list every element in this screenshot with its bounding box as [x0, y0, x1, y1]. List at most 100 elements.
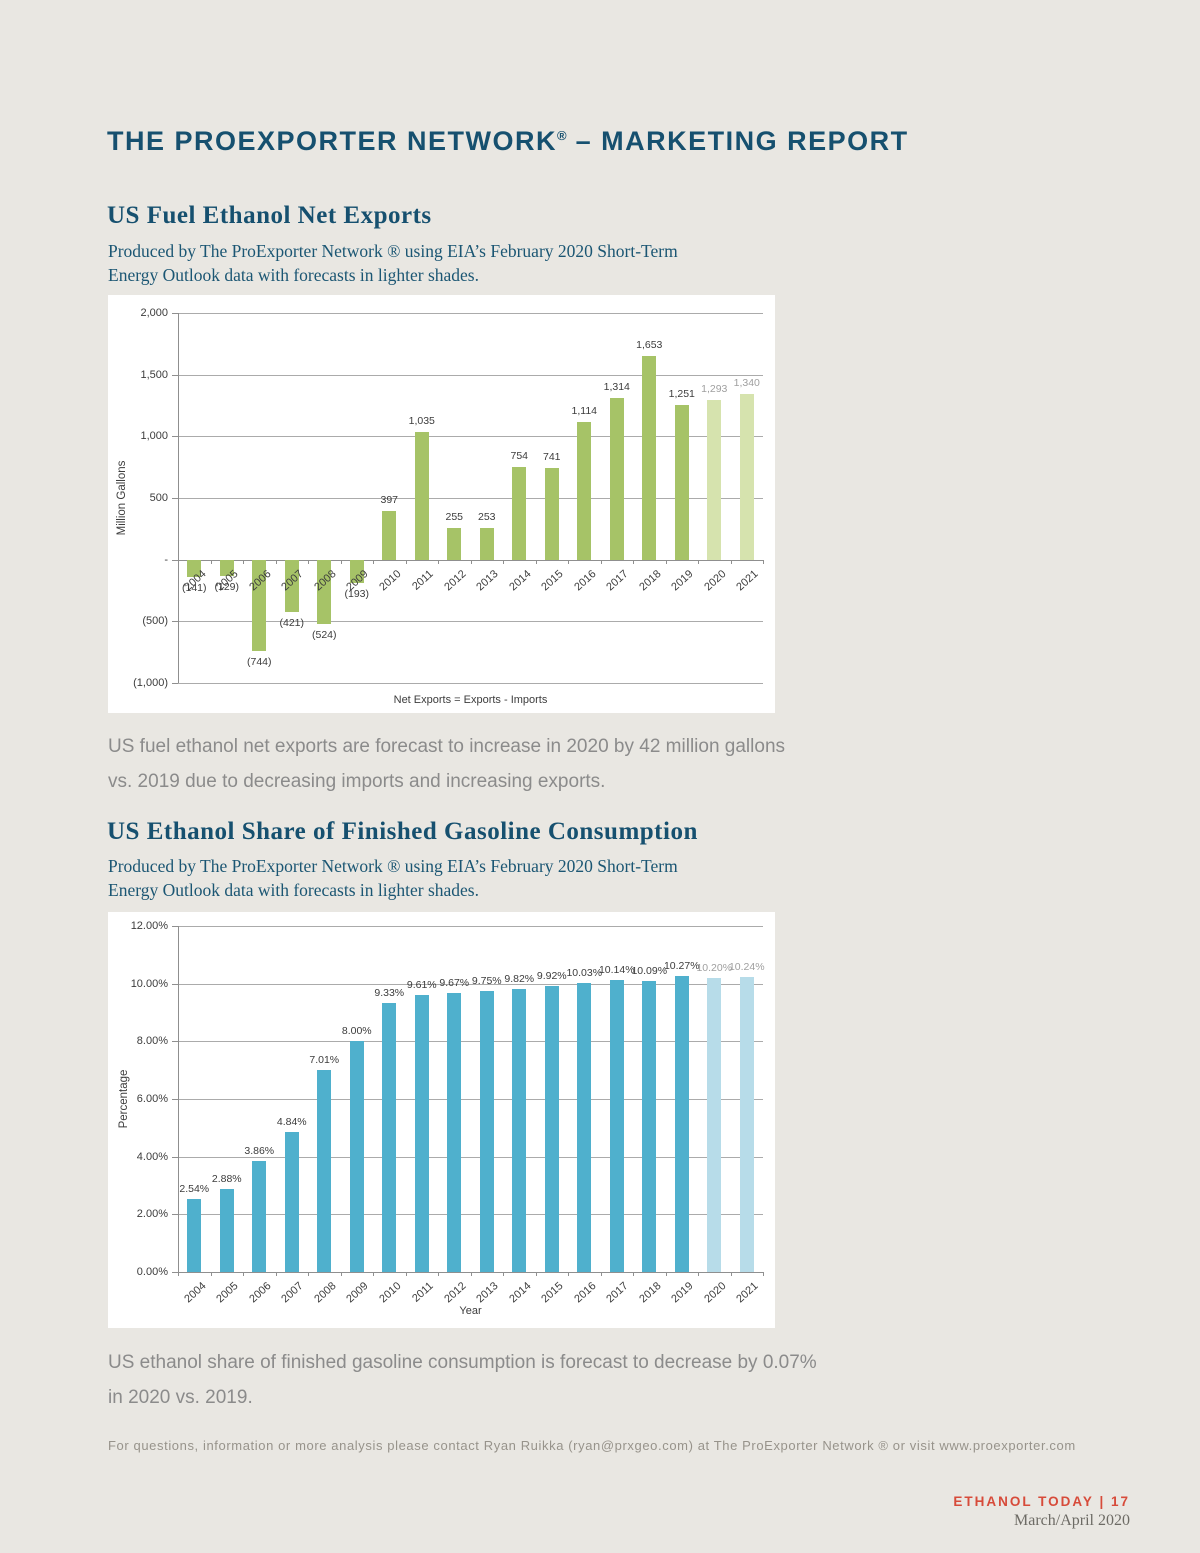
- bar-value-label: (193): [344, 588, 369, 601]
- x-tick-label: 2018: [637, 1280, 664, 1306]
- y-axis-line: [178, 313, 179, 683]
- bar-value-label: 1,314: [603, 380, 630, 393]
- bar-value-label: 2.88%: [211, 1172, 242, 1185]
- bar: [414, 994, 429, 1272]
- x-axis-tick: [340, 1272, 342, 1276]
- y-axis-tick: [172, 1214, 178, 1216]
- x-tick-label: 2006: [247, 1280, 274, 1306]
- bar: [609, 979, 624, 1272]
- bar-value-label: 741: [542, 451, 561, 464]
- x-tick-label: 2013: [474, 567, 501, 593]
- grid-line: [178, 1099, 763, 1100]
- y-tick-label: 0.00%: [136, 1266, 168, 1278]
- y-tick-label: 500: [149, 492, 168, 504]
- bar: [349, 1041, 364, 1272]
- section2-commentary-line1: US ethanol share of finished gasoline co…: [108, 1352, 817, 1373]
- net-exports-chart: 2,000 1,500 1,000 500- (500) (1,000) (141) 2004…: [108, 295, 775, 713]
- x-tick-label: 2015: [539, 567, 566, 593]
- bar: [219, 559, 234, 576]
- x-axis-tick: [503, 1272, 504, 1276]
- grid-line: [178, 683, 763, 684]
- x-tick-label: 2010: [377, 1280, 404, 1306]
- bar: [479, 990, 494, 1272]
- section2-commentary: US ethanol share of finished gasoline co…: [108, 1345, 817, 1415]
- bar-value-label: 1,114: [571, 405, 598, 418]
- bar-value-label: 1,251: [668, 388, 695, 401]
- y-axis-tick: [172, 374, 178, 376]
- y-axis-tick: [172, 1099, 178, 1100]
- bar: [284, 1132, 299, 1272]
- bar-value-label: 10.14%: [598, 963, 635, 976]
- y-axis-tick: [172, 983, 178, 985]
- section1-subtitle-line2: Energy Outlook data with forecasts in li…: [108, 265, 479, 285]
- bar-value-label: 8.00%: [341, 1025, 372, 1038]
- section2-subtitle-line2: Energy Outlook data with forecasts in li…: [108, 880, 479, 900]
- bar-value-label: 9.67%: [439, 977, 470, 990]
- bar-value-label: 1,035: [408, 415, 435, 428]
- x-axis-tick: [568, 559, 569, 564]
- bar-value-label: 9.92%: [536, 969, 567, 982]
- bar-value-label: 9.33%: [374, 986, 405, 999]
- x-tick-label: 2018: [637, 567, 664, 593]
- x-tick-label: 2014: [507, 567, 534, 593]
- grid-line: [178, 621, 763, 623]
- bar: [739, 976, 754, 1272]
- section1-commentary-line2: vs. 2019 due to decreasing imports and i…: [108, 771, 606, 792]
- bar: [447, 993, 462, 1272]
- y-tick-label: 2,000: [140, 307, 168, 319]
- x-axis-tick: [243, 559, 244, 564]
- bar-value-label: 10.27%: [663, 959, 700, 972]
- bar-value-label: 9.82%: [504, 972, 535, 985]
- x-tick-label: 2007: [279, 1280, 306, 1306]
- x-tick-label: 2017: [604, 567, 631, 593]
- x-axis-tick: [763, 1272, 764, 1276]
- x-axis-tick: [275, 1272, 277, 1276]
- grid-line: [178, 926, 763, 927]
- x-tick-label: 2015: [539, 1280, 566, 1306]
- bar: [187, 1198, 202, 1272]
- x-axis-tick: [535, 559, 537, 564]
- bar-value-label: 1,340: [733, 377, 760, 390]
- x-axis-tick: [730, 559, 732, 564]
- x-axis-tick: [470, 559, 472, 564]
- grid-line: [178, 1156, 763, 1158]
- y-axis-tick: [172, 1156, 178, 1158]
- bar-value-label: 9.75%: [471, 974, 502, 987]
- y-tick-label: 4.00%: [136, 1150, 168, 1163]
- x-axis-tick: [275, 559, 277, 564]
- bar-value-label: 255: [445, 511, 464, 524]
- x-tick-label: 2011: [410, 567, 436, 593]
- gasoline-share-chart: 12.00% 10.00% 8.00% 6.00% 4.00% 2.00% 0.00% 2.5…: [108, 912, 775, 1328]
- x-tick-label: 2010: [377, 567, 404, 593]
- grid-line: [178, 983, 763, 985]
- section1-heading: US Fuel Ethanol Net Exports: [107, 202, 432, 229]
- x-axis-tick: [665, 559, 667, 564]
- y-tick-label: (1,000): [133, 677, 168, 689]
- grid-line: [178, 436, 763, 438]
- bar: [642, 981, 657, 1272]
- page-title-text: THE PROEXPORTER NETWORK: [107, 126, 558, 156]
- y-tick-label: -: [164, 553, 168, 566]
- x-tick-label: 2014: [507, 1280, 534, 1306]
- page-footer: ETHANOL TODAY | 17 March/April 2020: [953, 1494, 1130, 1530]
- bar: [382, 510, 397, 560]
- section1-subtitle: Produced by The ProExporter Network ® us…: [108, 239, 678, 287]
- bar: [674, 975, 689, 1272]
- x-tick-label: 2008: [312, 1280, 339, 1306]
- y-axis-line: [178, 926, 179, 1272]
- bar: [349, 559, 364, 584]
- bar-value-label: 1,653: [636, 338, 663, 351]
- x-axis-tick: [600, 1272, 602, 1276]
- y-tick-label: 1,000: [140, 430, 168, 443]
- registered-trademark: ®: [557, 128, 567, 143]
- bar: [512, 466, 527, 560]
- bar: [219, 1188, 234, 1272]
- section1-subtitle-line1: Produced by The ProExporter Network ® us…: [108, 241, 678, 261]
- bar: [252, 1160, 267, 1272]
- x-axis-tick: [535, 1272, 537, 1276]
- issue-date: March/April 2020: [1014, 1512, 1130, 1529]
- x-axis-tick: [308, 559, 309, 564]
- x-axis-tick: [698, 559, 699, 564]
- bar: [479, 528, 494, 560]
